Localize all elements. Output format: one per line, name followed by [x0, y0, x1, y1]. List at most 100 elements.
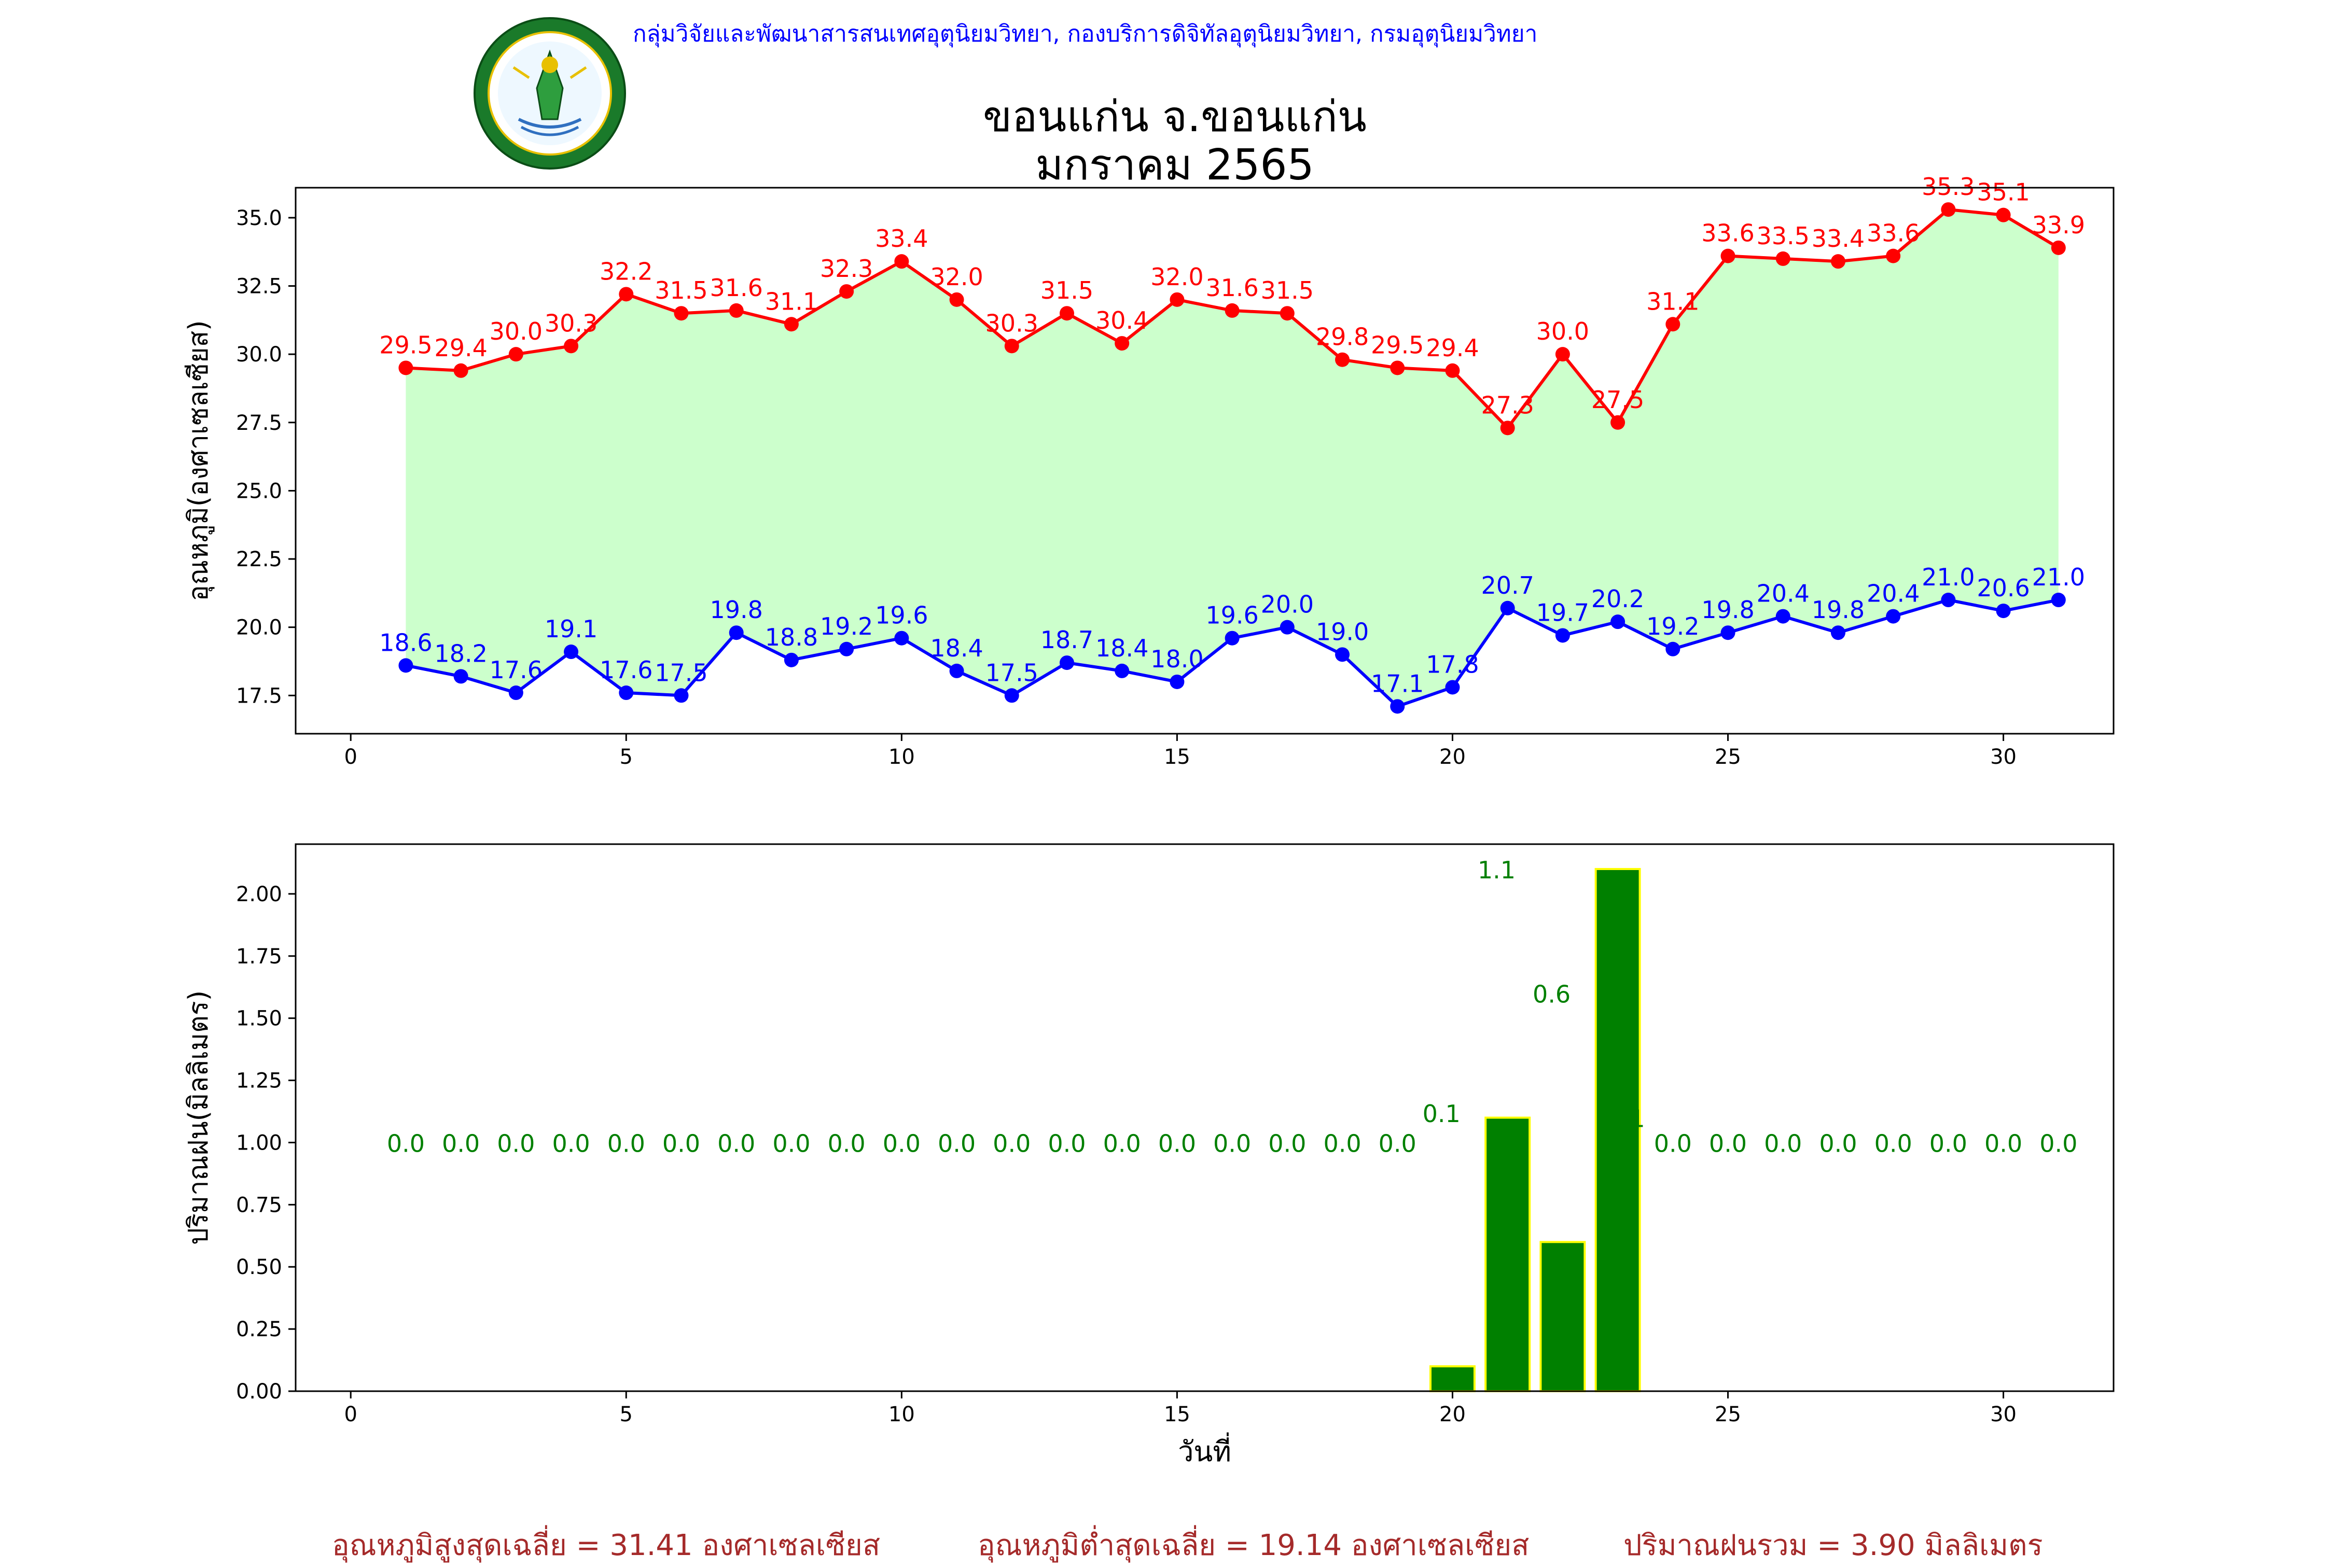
max-temp-point: [894, 254, 909, 269]
max-temp-point: [1610, 415, 1626, 430]
max-temp-data-label: 27.5: [1591, 386, 1644, 414]
min-temp-data-label: 20.2: [1591, 585, 1644, 613]
min-temp-data-label: 19.6: [1205, 601, 1258, 629]
min-temp-data-label: 21.0: [1922, 563, 1975, 591]
temperature-range-fill: [406, 209, 2059, 707]
min-temp-point: [398, 658, 413, 673]
y-tick-label: 0.50: [236, 1255, 282, 1279]
rain-data-label: 0.0: [1929, 1129, 1967, 1157]
max-temp-data-label: 35.3: [1922, 173, 1975, 201]
x-axis-label: วันที่: [1178, 1432, 1231, 1468]
y-tick-label: 25.0: [236, 479, 282, 503]
y-tick-label: 2.00: [236, 883, 282, 906]
min-temp-point: [1996, 604, 2011, 619]
max-temp-point: [1280, 306, 1295, 321]
max-temp-point: [674, 306, 689, 321]
max-temp-data-label: 32.3: [820, 255, 873, 283]
min-temp-data-label: 17.6: [490, 656, 543, 684]
max-temp-data-label: 35.1: [1977, 178, 2030, 206]
max-temp-point: [1720, 248, 1735, 263]
max-temp-data-label: 30.3: [985, 309, 1038, 337]
x-tick-label: 0: [344, 1403, 357, 1426]
agency-header: กลุ่มวิจัยและพัฒนาสารสนเทศอุตุนิยมวิทยา,…: [633, 21, 1538, 47]
rain-data-label: 0.0: [1984, 1129, 2022, 1157]
rain-data-label: 0.0: [938, 1129, 976, 1157]
max-temp-data-label: 30.4: [1095, 306, 1148, 334]
rain-data-label: 0.0: [1764, 1129, 1802, 1157]
y-axis-label: ปริมาณฝน(มิลลิเมตร): [183, 990, 214, 1245]
max-temp-data-label: 31.5: [1261, 276, 1314, 304]
min-temp-point: [1390, 699, 1405, 714]
x-tick-label: 0: [344, 745, 357, 769]
min-temp-point: [894, 631, 909, 646]
min-temp-data-label: 20.0: [1261, 591, 1314, 619]
min-temp-point: [1665, 641, 1680, 656]
min-temp-point: [1445, 680, 1460, 695]
y-tick-label: 22.5: [236, 548, 282, 571]
min-temp-point: [674, 688, 689, 703]
max-temp-point: [1665, 317, 1680, 332]
max-temp-data-label: 33.4: [875, 225, 928, 253]
max-temp-data-label: 29.4: [434, 334, 487, 362]
max-temp-data-label: 31.5: [1040, 276, 1093, 304]
min-temp-point: [2051, 593, 2066, 608]
min-temp-point: [1115, 663, 1130, 678]
y-tick-label: 1.25: [236, 1069, 282, 1093]
min-temp-point: [1335, 647, 1350, 662]
min-temp-data-label: 20.6: [1977, 574, 2030, 602]
min-temp-data-label: 17.1: [1371, 669, 1424, 697]
min-temp-data-label: 19.8: [1701, 596, 1754, 624]
max-temp-data-label: 29.8: [1316, 323, 1369, 351]
max-temp-point: [729, 303, 744, 318]
min-temp-point: [1775, 609, 1790, 624]
rain-data-label: 0.0: [1819, 1129, 1857, 1157]
meteorological-department-logo: [474, 17, 626, 170]
y-axis-label: อุณหภูมิ(องศาเซลเซียส): [183, 320, 215, 601]
max-temp-point: [1500, 421, 1515, 436]
max-temp-data-label: 29.5: [1371, 331, 1424, 359]
rain-data-label: 0.0: [552, 1129, 590, 1157]
summary-max-average: อุณหภูมิสูงสุดเฉลี่ย = 31.41 องศาเซลเซีย…: [332, 1529, 881, 1562]
max-temp-point: [1941, 202, 1956, 217]
rain-data-label: 0.0: [1213, 1129, 1251, 1157]
min-temp-data-label: 18.8: [765, 623, 818, 651]
y-tick-label: 1.00: [236, 1131, 282, 1155]
min-temp-point: [1720, 625, 1735, 640]
min-temp-point: [1830, 625, 1845, 640]
min-temp-data-label: 18.2: [434, 639, 487, 667]
y-tick-label: 1.75: [236, 945, 282, 969]
rain-data-label: 0.0: [1048, 1129, 1086, 1157]
max-temp-point: [1059, 306, 1074, 321]
rain-data-label: 0.0: [2039, 1129, 2077, 1157]
max-temp-point: [784, 317, 799, 332]
rain-data-label: 0.0: [1268, 1129, 1306, 1157]
max-temp-data-label: 31.5: [655, 276, 707, 304]
max-temp-point: [1225, 303, 1240, 318]
min-temp-data-label: 17.8: [1426, 650, 1479, 678]
max-temp-point: [2051, 240, 2066, 255]
rain-data-label: 0.0: [1874, 1129, 1912, 1157]
min-temp-point: [619, 685, 634, 701]
max-temp-point: [839, 284, 854, 299]
max-temp-data-label: 33.6: [1701, 219, 1754, 247]
max-temp-data-label: 33.6: [1867, 219, 1920, 247]
y-tick-label: 0.75: [236, 1193, 282, 1217]
min-temp-point: [729, 625, 744, 640]
min-temp-point: [1941, 593, 1956, 608]
min-temp-point: [949, 663, 964, 678]
rain-data-label: 0.0: [883, 1129, 921, 1157]
temperature-panel: 29.5 29.430.0 30.332.231.5 31.6 31.132.333.4…: [183, 173, 2115, 769]
min-temp-point: [784, 652, 799, 667]
rain-data-label: 0.0: [717, 1129, 755, 1157]
rain-data-label: 0.0: [442, 1129, 480, 1157]
rain-data-label: 0.0: [1379, 1129, 1416, 1157]
plot-frame: [295, 187, 2115, 735]
max-temp-data-label: 31.6: [710, 274, 762, 302]
x-tick-label: 20: [1439, 1403, 1466, 1426]
max-temp-data-label: 29.4: [1426, 334, 1479, 362]
max-temp-data-label: 29.5: [379, 331, 432, 359]
max-temp-point: [1830, 254, 1845, 269]
max-temp-point: [1335, 352, 1350, 367]
chart-title-station: ขอนแก่น จ.ขอนแก่น: [982, 92, 1367, 142]
max-temp-point: [1555, 347, 1570, 362]
